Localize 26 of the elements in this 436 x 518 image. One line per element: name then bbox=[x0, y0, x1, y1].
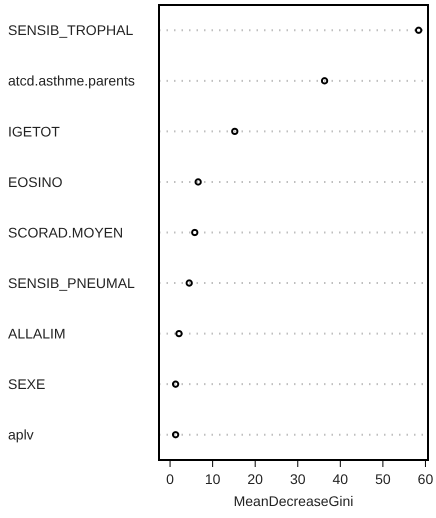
x-tick-label: 30 bbox=[290, 471, 306, 487]
x-tick-label: 40 bbox=[332, 471, 348, 487]
point bbox=[172, 431, 180, 438]
x-axis-title: MeanDecreaseGini bbox=[234, 493, 354, 509]
x-tick-label: 50 bbox=[375, 471, 391, 487]
point bbox=[191, 228, 198, 236]
x-tick-label: 0 bbox=[166, 471, 174, 487]
point bbox=[414, 26, 422, 34]
y-tick-label: SEXE bbox=[8, 376, 46, 392]
y-tick-label: SENSIB_PNEUMAL bbox=[8, 274, 136, 291]
y-tick-label: aplv bbox=[8, 426, 34, 443]
x-tick-label: 20 bbox=[247, 471, 264, 487]
x-tick-label: 10 bbox=[204, 471, 221, 487]
y-tick-label: EOSINO bbox=[8, 174, 63, 190]
y-tick-label: ALLALIM bbox=[8, 326, 66, 342]
point bbox=[320, 77, 328, 84]
y-tick-label: SENSIB_TROPHAL bbox=[8, 22, 134, 38]
point bbox=[175, 330, 183, 338]
y-tick-label: SCORAD.MOYEN bbox=[8, 224, 124, 240]
y-tick-label: atcd.asthme.parents bbox=[8, 72, 135, 89]
point bbox=[194, 178, 202, 186]
y-tick-label: IGETOT bbox=[8, 123, 60, 140]
x-tick-label: 60 bbox=[418, 471, 434, 487]
point bbox=[172, 380, 180, 388]
point bbox=[186, 279, 193, 287]
point bbox=[231, 128, 238, 136]
